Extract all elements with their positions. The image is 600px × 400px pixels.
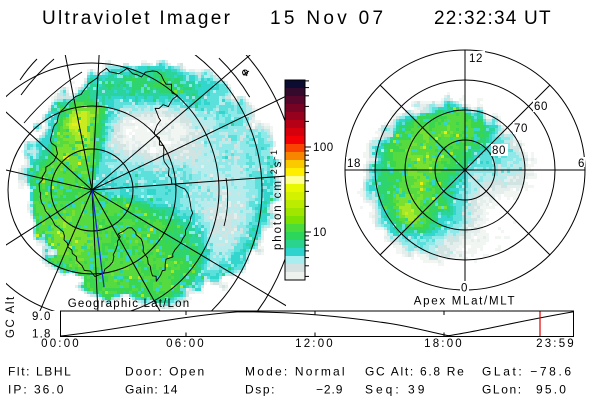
svg-text:15 Nov 07: 15 Nov 07: [270, 8, 386, 29]
svg-text:10: 10: [313, 227, 327, 239]
svg-text:100: 100: [313, 142, 334, 154]
svg-text:60: 60: [534, 101, 548, 113]
svg-text:IP: 36.0: IP: 36.0: [8, 383, 65, 397]
svg-text:Apex MLat/MLT: Apex MLat/MLT: [414, 296, 516, 308]
svg-text:Gain: 14: Gain: 14: [125, 383, 178, 397]
svg-text:GC Alt: 6.8 Re: GC Alt: 6.8 Re: [365, 365, 466, 379]
svg-text:Geographic Lat/Lon: Geographic Lat/Lon: [68, 298, 191, 310]
svg-text:12: 12: [469, 53, 483, 65]
svg-text:Ultraviolet Imager: Ultraviolet Imager: [42, 8, 232, 29]
svg-text:18: 18: [347, 158, 361, 170]
svg-text:Dsp:: Dsp:: [245, 383, 276, 397]
svg-text:70: 70: [514, 123, 528, 135]
svg-text:Door: Open: Door: Open: [125, 365, 206, 379]
svg-text:12:00: 12:00: [295, 338, 335, 350]
svg-text:80: 80: [492, 145, 506, 157]
svg-text:1.8: 1.8: [32, 329, 52, 341]
svg-text:06:00: 06:00: [166, 338, 206, 350]
svg-text:Mode: Normal: Mode: Normal: [245, 365, 347, 379]
svg-text:Flt: LBHL: Flt: LBHL: [8, 365, 72, 379]
svg-text:−2.9: −2.9: [316, 383, 343, 397]
svg-text:6: 6: [578, 158, 585, 170]
svg-text:18:00: 18:00: [424, 338, 464, 350]
svg-text:0: 0: [461, 283, 468, 295]
svg-text:GC Alt: GC Alt: [5, 295, 17, 338]
svg-text:00:00: 00:00: [41, 338, 81, 350]
svg-text:GLat: −78.6: GLat: −78.6: [482, 365, 574, 379]
svg-text:23:59: 23:59: [536, 338, 576, 350]
svg-text:22:32:34 UT: 22:32:34 UT: [434, 8, 552, 29]
svg-text:95.0: 95.0: [536, 383, 568, 397]
svg-text:photon cm-2s-1: photon cm-2s-1: [269, 148, 284, 250]
svg-text:9.0: 9.0: [32, 311, 52, 323]
svg-text:Seq: 39: Seq: 39: [365, 383, 427, 397]
svg-text:GLon:: GLon:: [482, 383, 523, 397]
